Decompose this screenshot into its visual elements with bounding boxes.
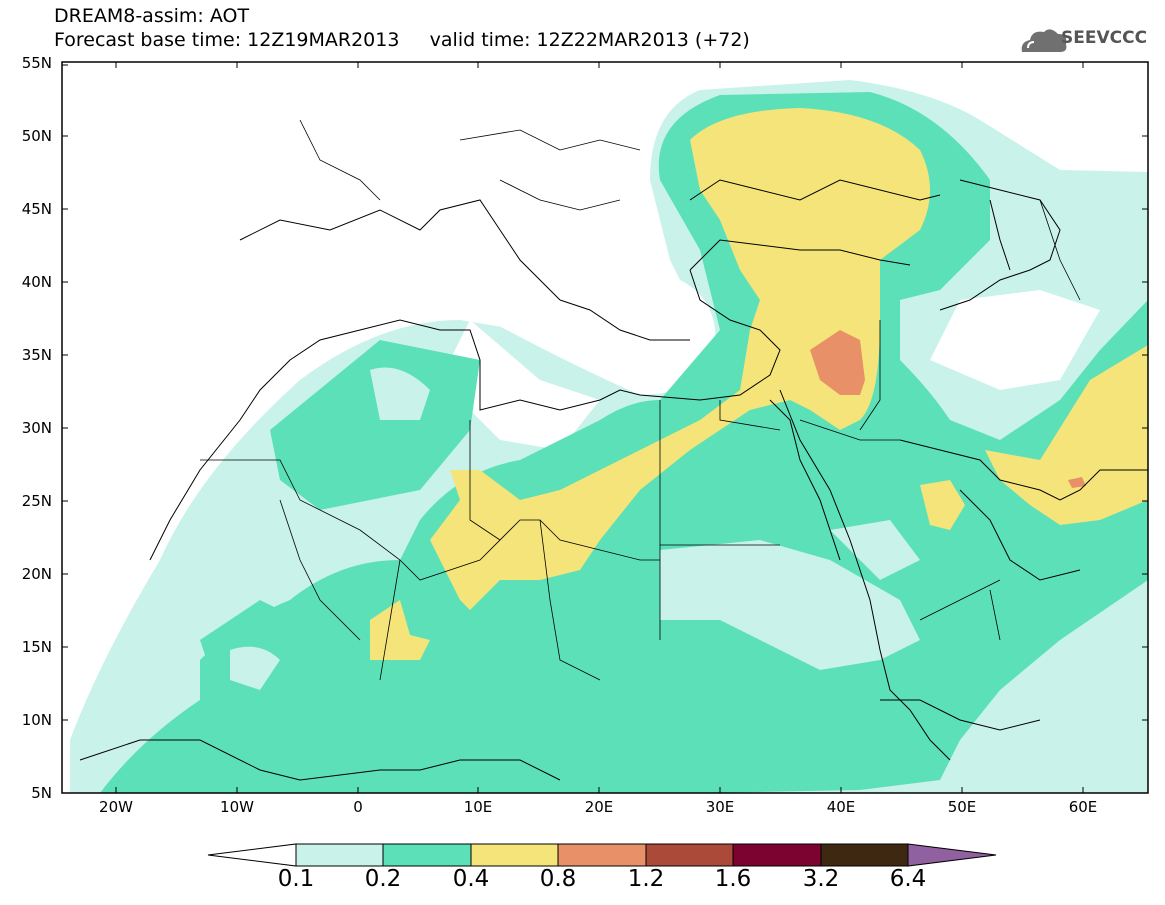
colorbar-label: 0.1 xyxy=(277,866,315,892)
lat-label: 55N xyxy=(21,54,52,72)
aot-contour-0.1-inner xyxy=(230,367,920,690)
colorbar-label: 1.2 xyxy=(627,866,665,892)
lat-label: 5N xyxy=(31,784,52,802)
lat-label: 40N xyxy=(21,273,52,291)
title-line-2: Forecast base time: 12Z19MAR2013 valid t… xyxy=(54,29,750,51)
colorbar-label: 0.2 xyxy=(364,866,402,892)
lon-label: 0 xyxy=(353,798,363,816)
cloud-icon xyxy=(1021,29,1067,52)
colorbar-bin-6 xyxy=(732,843,822,867)
lat-label: 50N xyxy=(21,127,52,145)
colorbar-bin-4 xyxy=(557,843,647,867)
colorbar-bin-below xyxy=(207,843,297,867)
lon-label: 60E xyxy=(1068,798,1098,816)
lon-label: 10E xyxy=(463,798,493,816)
colorbar-bin-above xyxy=(907,843,997,867)
lon-label: 30E xyxy=(705,798,735,816)
colorbar xyxy=(207,843,997,867)
colorbar-label: 0.8 xyxy=(539,866,577,892)
lat-label: 15N xyxy=(21,638,52,656)
lon-label: 50E xyxy=(947,798,977,816)
lat-label: 45N xyxy=(21,200,52,218)
aot-contour-0.4 xyxy=(370,108,1148,660)
aot-contour-0.8 xyxy=(810,330,1086,488)
colorbar-label: 6.4 xyxy=(889,866,927,892)
lat-label: 30N xyxy=(21,419,52,437)
colorbar-bin-3 xyxy=(470,843,559,867)
lat-label: 35N xyxy=(21,346,52,364)
colorbar-label: 3.2 xyxy=(802,866,840,892)
lat-label: 10N xyxy=(21,711,52,729)
aot-clear-areas xyxy=(62,62,1148,720)
colorbar-bin-7 xyxy=(820,843,909,867)
lon-label: 40E xyxy=(826,798,856,816)
colorbar-bin-5 xyxy=(645,843,734,867)
logo-text: SEEVCCC xyxy=(1061,28,1148,48)
axis-ticks xyxy=(62,62,1148,793)
colorbar-bin-1 xyxy=(295,843,384,867)
lon-label: 10W xyxy=(220,798,254,816)
colorbar-label: 0.4 xyxy=(452,866,490,892)
lon-label: 20E xyxy=(584,798,614,816)
lat-label: 20N xyxy=(21,565,52,583)
lat-label: 25N xyxy=(21,492,52,510)
coastlines xyxy=(79,179,1148,781)
colorbar-bin-2 xyxy=(382,843,472,867)
title-line-1: DREAM8-assim: AOT xyxy=(54,5,250,27)
lon-label: 20W xyxy=(99,798,133,816)
borders xyxy=(200,119,1081,681)
colorbar-label: 1.6 xyxy=(714,866,752,892)
